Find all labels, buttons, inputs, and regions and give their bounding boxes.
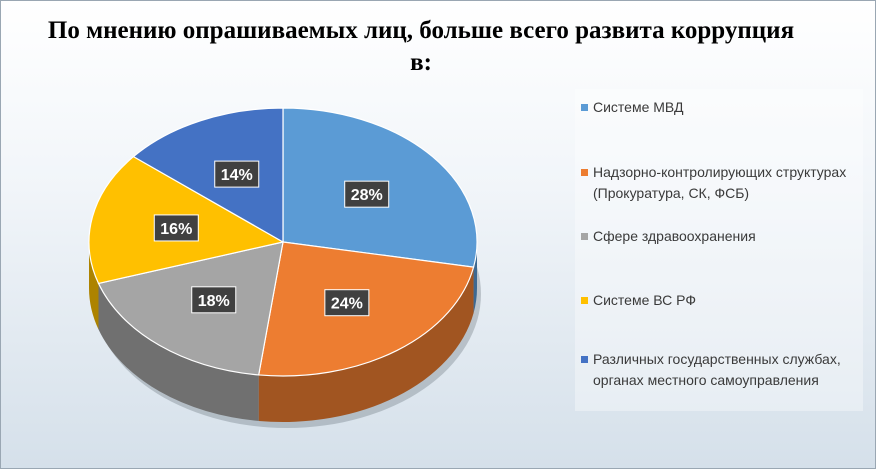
legend-item-mvd: Системе МВД	[581, 97, 861, 118]
data-label-box	[153, 214, 199, 242]
legend-label-mvd: Системе МВД	[593, 99, 684, 115]
legend-swatch-mvd	[581, 104, 588, 111]
data-label-text: 16%	[160, 221, 192, 238]
slice-government	[132, 107, 284, 244]
legend-label-armed-forces: Системе ВС РФ	[593, 292, 696, 308]
slice-supervisory-side	[258, 267, 474, 422]
data-label-box	[344, 180, 390, 208]
slice-mvd-side	[473, 242, 477, 314]
legend-swatch-government	[581, 356, 588, 363]
slice-healthcare	[97, 241, 284, 376]
data-label-box	[214, 160, 260, 188]
legend-label-healthcare: Сфере здравоохранения	[593, 228, 756, 244]
legend-item-armed-forces: Системе ВС РФ	[581, 290, 861, 311]
data-label-box	[324, 289, 370, 317]
legend-swatch-supervisory	[581, 169, 588, 176]
data-label-mvd: 28%	[344, 180, 390, 208]
legend-item-healthcare: Сфере здравоохранения	[581, 226, 861, 247]
data-label-healthcare: 18%	[191, 286, 237, 314]
data-label-government: 14%	[214, 160, 260, 188]
chart-title: По мнению опрашиваемых лиц, больше всего…	[47, 17, 795, 76]
legend: Системе МВД Надзорно-контролирующих стру…	[575, 89, 863, 411]
data-label-text: 28%	[351, 187, 383, 204]
legend-label-supervisory: Надзорно-контролирующих структурах (Прок…	[593, 164, 847, 201]
legend-label-government: Различных государственных службах, орган…	[593, 351, 841, 388]
legend-item-supervisory: Надзорно-контролирующих структурах (Прок…	[581, 162, 861, 204]
legend-swatch-armed-forces	[581, 297, 588, 304]
legend-swatch-healthcare	[581, 233, 588, 240]
pie-top	[88, 107, 478, 377]
data-label-text: 14%	[221, 167, 253, 184]
legend-item-government: Различных государственных службах, орган…	[581, 349, 861, 391]
data-label-armed-forces: 16%	[153, 214, 199, 242]
data-label-text: 18%	[198, 293, 230, 310]
data-label-text: 24%	[331, 296, 363, 313]
data-label-supervisory: 24%	[324, 289, 370, 317]
data-label-box	[191, 286, 237, 314]
slice-healthcare-side	[98, 283, 259, 421]
